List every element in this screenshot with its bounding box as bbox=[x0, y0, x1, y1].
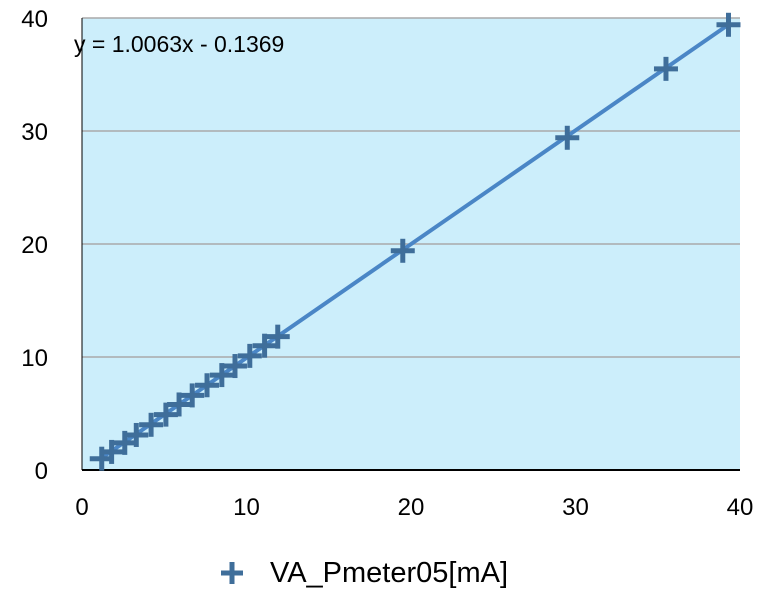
data-point-17 bbox=[716, 12, 741, 37]
x-tick-label-10: 10 bbox=[233, 494, 260, 521]
data-point-14 bbox=[390, 238, 415, 263]
trendline-equation: y = 1.0063x - 0.1369 bbox=[74, 31, 284, 57]
legend-label: VA_Pmeter05[mA] bbox=[270, 557, 508, 589]
data-point-13 bbox=[265, 324, 290, 349]
data-point-7 bbox=[180, 383, 205, 408]
y-tick-label-10: 10 bbox=[21, 345, 48, 372]
x-tick-label-0: 0 bbox=[75, 494, 88, 521]
x-tick-labels: 0 10 20 30 40 bbox=[75, 494, 753, 521]
data-points bbox=[89, 12, 741, 471]
y-tick-labels: 0 10 20 30 40 bbox=[21, 6, 48, 485]
data-point-5 bbox=[153, 402, 178, 427]
axes bbox=[81, 18, 740, 471]
legend: VA_Pmeter05[mA] bbox=[221, 557, 508, 589]
data-point-9 bbox=[209, 363, 234, 388]
data-point-11 bbox=[237, 343, 262, 368]
data-point-12 bbox=[252, 333, 277, 358]
y-tick-label-30: 30 bbox=[21, 119, 48, 146]
legend-marker-icon bbox=[221, 562, 243, 584]
legend-plus bbox=[221, 562, 243, 584]
x-tick-label-20: 20 bbox=[398, 494, 425, 521]
y-tick-label-20: 20 bbox=[21, 232, 48, 259]
y-tick-label-0: 0 bbox=[35, 458, 48, 485]
data-point-15 bbox=[555, 125, 580, 150]
data-point-10 bbox=[222, 354, 247, 379]
data-point-4 bbox=[139, 412, 164, 437]
x-tick-label-30: 30 bbox=[562, 494, 589, 521]
x-tick-label-40: 40 bbox=[727, 494, 754, 521]
data-point-3 bbox=[124, 422, 149, 447]
data-point-16 bbox=[653, 56, 678, 81]
data-point-6 bbox=[167, 392, 192, 417]
y-tick-label-40: 40 bbox=[21, 6, 48, 33]
data-point-1 bbox=[99, 439, 124, 464]
data-point-8 bbox=[195, 373, 220, 398]
